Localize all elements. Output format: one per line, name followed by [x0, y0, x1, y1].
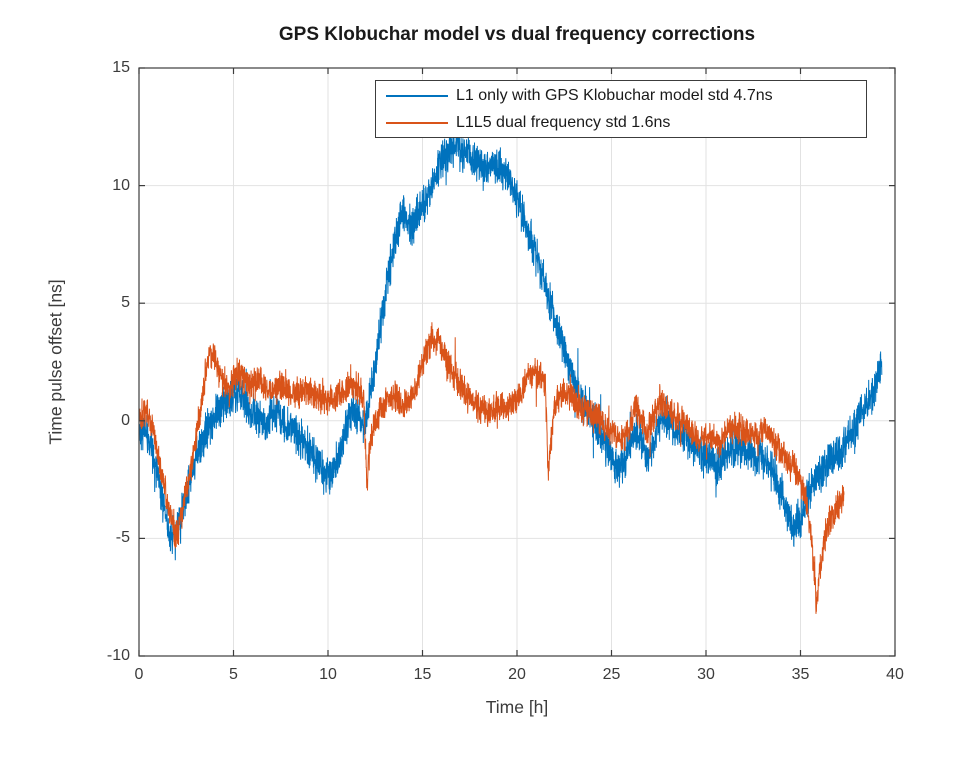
- legend-item-l1-klobuchar: L1 only with GPS Klobuchar model std 4.7…: [376, 85, 866, 107]
- legend-label: L1 only with GPS Klobuchar model std 4.7…: [456, 86, 773, 104]
- y-tick-label: -10: [106, 647, 130, 664]
- y-tick-label: 0: [121, 411, 130, 429]
- series-line-blue: [138, 131, 883, 561]
- legend-line-sample-orange: [386, 121, 448, 124]
- x-tick-label: 30: [697, 666, 715, 683]
- x-tick-label: 40: [886, 666, 904, 683]
- legend-label: L1L5 dual frequency std 1.6ns: [456, 113, 671, 131]
- series-line-orange: [138, 322, 845, 614]
- x-tick-label: 20: [508, 666, 526, 683]
- x-tick-label: 10: [319, 666, 337, 683]
- x-axis-label: Time [h]: [485, 697, 549, 717]
- y-tick-label: -5: [115, 529, 130, 547]
- legend: L1 only with GPS Klobuchar model std 4.7…: [375, 80, 867, 138]
- x-tick-label: 0: [134, 666, 144, 683]
- x-tick-label: 35: [791, 666, 810, 683]
- legend-line-sample-blue: [386, 94, 448, 97]
- chart-title: GPS Klobuchar model vs dual frequency co…: [278, 24, 756, 45]
- x-tick-label: 5: [229, 666, 238, 683]
- x-tick-label: 15: [413, 666, 432, 683]
- y-tick-label: 5: [121, 294, 130, 312]
- x-tick-label: 25: [602, 666, 621, 683]
- y-tick-label: 15: [112, 59, 130, 76]
- y-axis-label: Time pulse offset [ns]: [45, 279, 66, 445]
- y-tick-label: 10: [112, 176, 130, 194]
- legend-item-l1l5-dual: L1L5 dual frequency std 1.6ns: [376, 112, 866, 134]
